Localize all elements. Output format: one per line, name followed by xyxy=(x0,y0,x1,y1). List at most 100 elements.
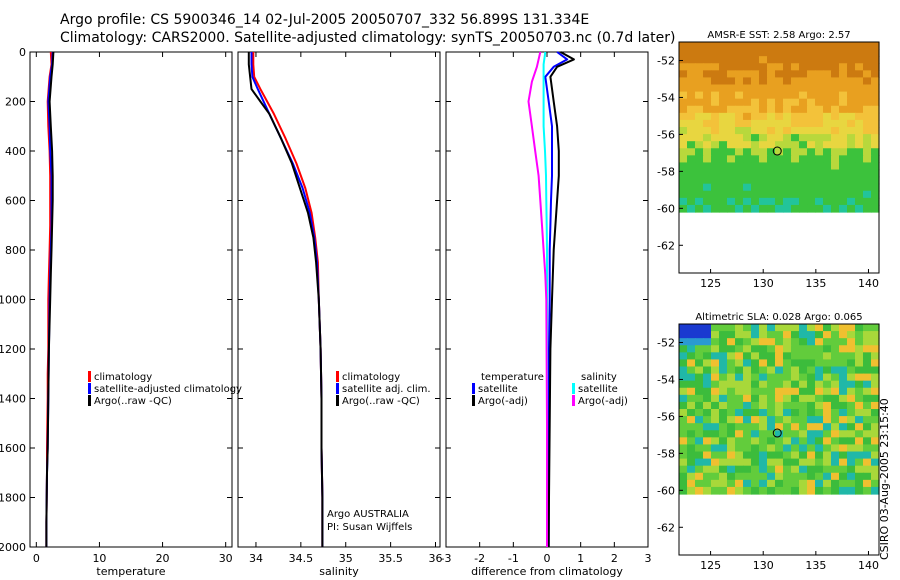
map-cell xyxy=(855,444,864,453)
map-cell xyxy=(791,359,800,368)
map-cell xyxy=(679,190,688,199)
map-cell xyxy=(823,84,832,93)
map-cell xyxy=(759,105,768,114)
map-cell xyxy=(719,472,728,481)
map-cell xyxy=(839,486,848,495)
map-cell xyxy=(711,49,720,57)
map-cell xyxy=(823,444,832,453)
map-cell xyxy=(751,119,760,128)
map-cell xyxy=(719,479,728,488)
map-cell xyxy=(791,197,800,206)
map-cell xyxy=(719,409,728,417)
map-cell xyxy=(783,70,792,79)
map-cell xyxy=(695,423,704,431)
map-cell xyxy=(847,77,856,86)
map-cell xyxy=(727,324,736,332)
map-cell xyxy=(703,119,712,128)
map-cell xyxy=(815,56,824,64)
map-cell xyxy=(783,112,792,121)
map-cell xyxy=(807,472,816,481)
map-cell xyxy=(687,119,696,128)
map-cell xyxy=(759,190,768,199)
map-cell xyxy=(751,91,760,100)
map-cell xyxy=(871,345,880,353)
map-cell xyxy=(807,183,816,192)
map-cell xyxy=(735,338,744,346)
map-cell xyxy=(719,105,728,114)
map-cell xyxy=(703,394,712,403)
map-cell xyxy=(783,409,792,417)
map-cell xyxy=(743,394,752,403)
map-cell xyxy=(687,70,696,79)
map-cell xyxy=(767,127,776,135)
map-cell xyxy=(735,352,744,361)
map-cell xyxy=(863,127,872,135)
legend-swatch xyxy=(88,371,91,382)
map-cell xyxy=(783,56,792,64)
map-cell xyxy=(847,105,856,114)
map-cell xyxy=(751,98,760,107)
map-cell xyxy=(839,63,848,71)
map-cell xyxy=(743,127,752,135)
map-cell xyxy=(695,134,704,142)
map-cell xyxy=(791,141,800,149)
map-cell xyxy=(679,141,688,149)
map-xtick-label: 135 xyxy=(805,559,826,572)
series-line xyxy=(527,51,548,547)
map-cell xyxy=(687,197,696,206)
map-cell xyxy=(735,49,744,57)
map-cell xyxy=(727,190,736,199)
map-cell xyxy=(847,345,856,353)
map-cell xyxy=(695,472,704,481)
map-cell xyxy=(695,338,704,346)
map-cell xyxy=(783,324,792,332)
map-cell xyxy=(839,183,848,192)
map-cell xyxy=(831,451,840,460)
map-cell xyxy=(839,472,848,481)
map-cell xyxy=(727,345,736,353)
map-cell xyxy=(815,338,824,346)
map-cell xyxy=(703,444,712,453)
map-ytick-label: -60 xyxy=(657,202,675,215)
map-cell xyxy=(743,112,752,121)
map-cell xyxy=(855,409,864,417)
salinity-xtick-label: 35 xyxy=(339,552,353,565)
map-cell xyxy=(695,105,704,114)
map-cell xyxy=(791,127,800,135)
map-cell xyxy=(735,324,744,332)
map-cell xyxy=(743,70,752,79)
map-cell xyxy=(847,451,856,460)
map-cell xyxy=(839,112,848,121)
map-cell xyxy=(703,352,712,361)
series-line xyxy=(247,52,324,547)
map-cell xyxy=(767,409,776,417)
map-cell xyxy=(695,91,704,100)
figure-title-line2: Climatology: CARS2000. Satellite-adjuste… xyxy=(60,30,676,46)
map-cell xyxy=(711,444,720,453)
map-cell xyxy=(775,148,784,156)
map-cell xyxy=(815,204,824,213)
map-cell xyxy=(751,134,760,142)
map-cell xyxy=(767,444,776,453)
map-cell xyxy=(687,444,696,453)
map-cell xyxy=(735,345,744,353)
map-cell xyxy=(711,324,720,332)
map-cell xyxy=(711,190,720,199)
map-cell xyxy=(727,472,736,481)
map-cell xyxy=(799,42,808,50)
map-cell xyxy=(871,451,880,460)
map-cell xyxy=(711,479,720,488)
map-cell xyxy=(751,162,760,171)
map-cell xyxy=(719,394,728,403)
map-cell xyxy=(783,423,792,431)
map-cell xyxy=(791,437,800,446)
map-cell xyxy=(823,416,832,424)
map-cell xyxy=(711,56,720,64)
map-cell xyxy=(831,98,840,107)
map-cell xyxy=(703,190,712,199)
map-cell xyxy=(751,472,760,481)
map-cell xyxy=(695,127,704,135)
map-cell xyxy=(735,183,744,192)
map-cell xyxy=(679,204,688,213)
map-cell xyxy=(783,77,792,86)
